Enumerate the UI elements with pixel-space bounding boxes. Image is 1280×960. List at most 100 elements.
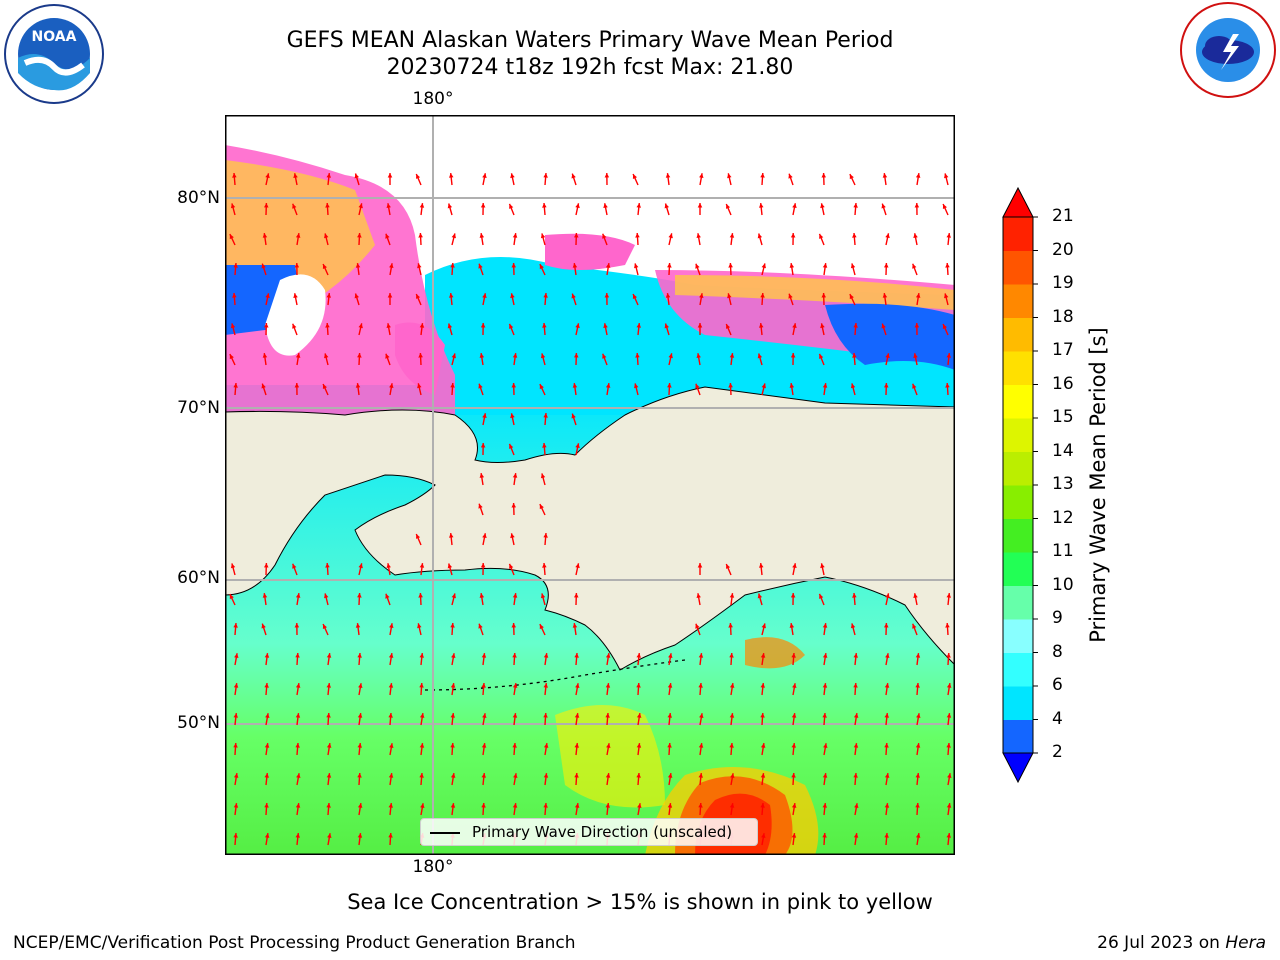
wave-direction-arrowhead (636, 773, 641, 778)
wave-direction-arrowhead (667, 743, 672, 748)
wave-direction-arrowhead (326, 713, 331, 718)
colorbar-segment (1003, 552, 1033, 586)
wave-direction-arrowhead (664, 203, 669, 209)
wave-direction-arrowhead (882, 293, 888, 298)
wave-direction-arrowhead (605, 653, 611, 658)
wave-direction-arrowhead (357, 593, 362, 598)
wave-direction-arrowhead (543, 713, 548, 718)
colorbar-segment (1003, 384, 1033, 419)
wave-direction-arrowhead (727, 173, 732, 179)
wave-direction-arrowhead (540, 473, 546, 479)
wave-direction-arrowhead (695, 383, 700, 389)
wave-direction-arrowhead (697, 323, 703, 328)
wave-direction-arrowhead (357, 713, 363, 718)
wave-direction-arrowhead (509, 203, 514, 209)
wave-direction-arrowhead (324, 233, 329, 239)
wave-direction-arrowhead (819, 593, 824, 599)
wave-direction-arrowhead (481, 743, 487, 748)
wave-direction-arrowhead (355, 263, 361, 268)
wave-direction-arrowhead (233, 623, 238, 628)
wave-direction-arrowhead (696, 593, 701, 598)
colorbar-tick-label: 18 (1052, 306, 1074, 327)
wave-direction-arrowhead (479, 233, 485, 238)
colorbar-tick-label: 14 (1052, 440, 1074, 461)
wave-direction-arrowhead (789, 383, 795, 388)
colorbar-segment (1003, 451, 1033, 486)
wave-direction-arrowhead (884, 383, 889, 388)
wave-direction-arrowhead (450, 773, 456, 778)
colorbar-tick-label: 4 (1052, 708, 1063, 729)
wave-direction-arrowhead (946, 233, 951, 238)
wave-direction-arrowhead (229, 354, 234, 360)
colorbar-tick-label: 15 (1052, 407, 1074, 427)
wave-direction-arrowhead (543, 413, 548, 418)
wave-direction-arrowhead (915, 173, 921, 178)
wave-direction-arrowhead (512, 593, 518, 598)
lat-label-60n: 60°N (177, 568, 220, 588)
wave-direction-arrowhead (884, 773, 890, 778)
wave-direction-arrowhead (510, 173, 515, 179)
wave-direction-arrowhead (479, 473, 485, 478)
wave-direction-arrowhead (698, 773, 703, 778)
wave-direction-arrowhead (357, 833, 363, 838)
wave-direction-arrowhead (355, 623, 361, 628)
wave-direction-arrowhead (819, 353, 824, 359)
wave-direction-arrowhead (539, 264, 544, 270)
wave-direction-arrowhead (636, 683, 641, 688)
wave-direction-arrowhead (946, 683, 952, 688)
colorbar-tick-label: 21 (1052, 206, 1074, 226)
wave-direction-arrowhead (265, 293, 270, 299)
wave-direction-arrowhead (667, 263, 672, 268)
wave-direction-arrowhead (419, 203, 425, 208)
wave-direction-arrowhead (265, 173, 270, 179)
colorbar-segment (1003, 250, 1033, 285)
wave-direction-arrowhead (512, 473, 518, 478)
wave-direction-arrowhead (574, 653, 579, 658)
wave-direction-arrowhead (229, 594, 234, 600)
wave-direction-arrowhead (761, 263, 766, 269)
wave-direction-arrowhead (850, 383, 856, 389)
wave-direction-arrowhead (698, 683, 703, 688)
wave-direction-arrowhead (358, 683, 363, 688)
wave-direction-arrowhead (233, 713, 238, 718)
landmass (225, 386, 955, 671)
colorbar-tick-label: 11 (1052, 541, 1074, 561)
wave-direction-arrowhead (512, 803, 518, 808)
open-water-patch (265, 274, 326, 356)
wave-direction-arrowhead (482, 713, 487, 718)
wave-direction-arrowhead (450, 383, 455, 388)
wave-direction-arrowhead (450, 683, 456, 688)
wave-direction-arrowhead (605, 713, 610, 718)
wave-direction-arrowhead (885, 653, 890, 658)
wave-direction-arrowhead (821, 173, 826, 178)
wave-direction-arrowhead (915, 653, 921, 658)
wave-direction-arrowhead (759, 323, 764, 328)
wave-direction-arrowhead (884, 713, 889, 718)
lat-label-70n: 70°N (177, 398, 220, 418)
wave-direction-arrowhead (357, 773, 362, 778)
wave-direction-arrowhead (822, 833, 827, 838)
wave-direction-arrowhead (420, 803, 425, 808)
noaa-logo-text: NOAA (32, 29, 77, 45)
wave-direction-arrowhead (543, 293, 548, 298)
wave-direction-arrowhead (605, 383, 611, 388)
wave-direction-arrowhead (450, 623, 455, 628)
wave-direction-arrowhead (729, 713, 735, 718)
wave-direction-arrowhead (539, 624, 544, 630)
lat-label-80n: 80°N (177, 188, 220, 208)
legend-label: Primary Wave Direction (unscaled) (472, 823, 733, 841)
nws-logo (1177, 0, 1279, 100)
wave-direction-arrowhead (417, 263, 422, 269)
wave-direction-arrowhead (481, 653, 487, 658)
wave-direction-arrowhead (449, 533, 454, 538)
wave-direction-arrowhead (451, 593, 456, 599)
wave-direction-arrowhead (357, 233, 362, 238)
colorbar (998, 185, 1048, 785)
wave-direction-arrowhead (264, 683, 269, 688)
colorbar-segment (1003, 351, 1033, 385)
wave-direction-arrowhead (915, 773, 920, 778)
wave-direction-arrowhead (264, 773, 269, 778)
wave-direction-arrowhead (760, 773, 766, 778)
wave-direction-arrowhead (542, 443, 547, 448)
wave-direction-arrowhead (757, 353, 763, 359)
